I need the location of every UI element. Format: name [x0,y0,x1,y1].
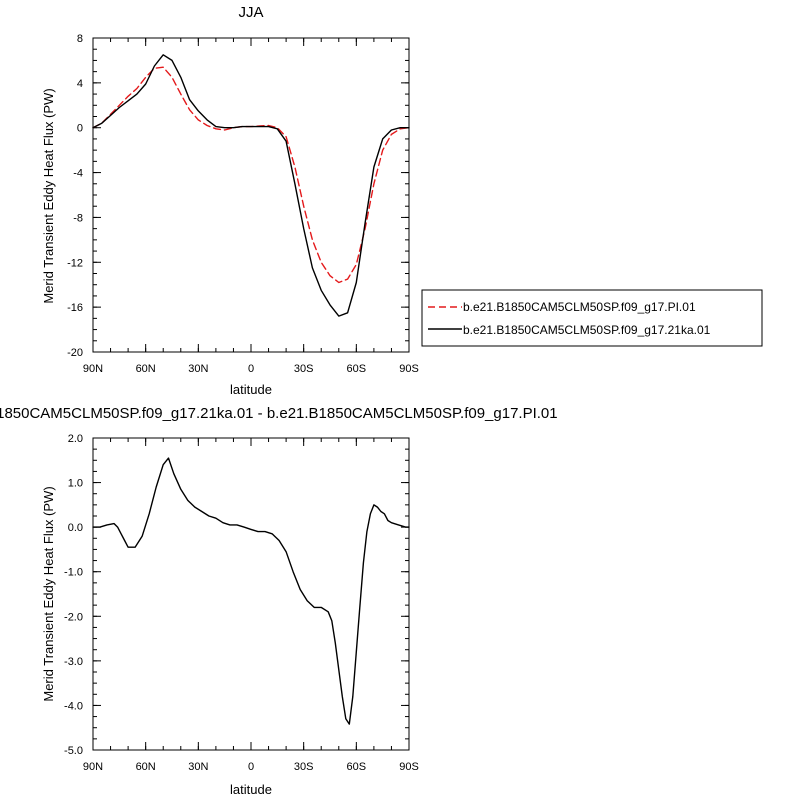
series-line-21ka [92,54,410,317]
x-tick-label: 60S [347,761,367,773]
y-tick-label: -1.0 [64,567,83,579]
x-axis-label-top: latitude [230,382,272,397]
y-tick-label: 4 [77,78,83,90]
y-tick-label: -5.0 [64,745,83,757]
y-axis-label-bottom: Merid Transient Eddy Heat Flux (PW) [41,486,56,701]
series-group-top [92,54,410,317]
x-tick-label: 30N [188,363,208,375]
y-tick-label: -20 [67,347,83,359]
y-tick-label: 0.0 [68,522,83,534]
chart-panel-top: JJA Merid Transient Eddy Heat Flux (PW) … [41,4,763,397]
plot-frame-bottom [92,437,410,751]
x-tick-label: 90S [399,363,419,375]
y-tick-label: 0 [77,123,83,135]
series-line-difference [92,457,410,725]
y-tick-label: -4.0 [64,700,83,712]
y-tick-label: -16 [67,302,83,314]
chart-title-bottom: b.e21.B1850CAM5CLM50SP.f09_g17.21ka.01 -… [0,405,558,422]
y-tick-label: -4 [73,168,83,180]
chart-title-top: JJA [238,4,263,21]
ticks-bottom: 90N 60N 30N 0 30S 60S 90S 2.0 1.0 0.0 -1.0 -2.0 -3.0… [64,433,419,773]
ticks-top: 90N 60N 30N 0 30S 60S 90S 8 4 0 -4 -8 -12 -16 -20 [67,33,419,375]
x-axis-label-bottom: latitude [230,782,272,797]
plot-frame-top [92,37,410,353]
x-tick-label: 60N [136,363,156,375]
legend-label-21ka: b.e21.B1850CAM5CLM50SP.f09_g17.21ka.01 [463,323,711,337]
y-axis-label-top: Merid Transient Eddy Heat Flux (PW) [41,88,56,303]
y-tick-label: -2.0 [64,611,83,623]
y-tick-label: -3.0 [64,656,83,668]
chart-panel-bottom: b.e21.B1850CAM5CLM50SP.f09_g17.21ka.01 -… [0,405,558,797]
legend-label-pi: b.e21.B1850CAM5CLM50SP.f09_g17.PI.01 [463,300,696,314]
x-tick-label: 60S [347,363,367,375]
y-tick-label: 1.0 [68,478,83,490]
x-tick-label: 0 [248,761,254,773]
x-tick-label: 90N [83,363,103,375]
x-tick-label: 30S [294,761,314,773]
y-tick-label: -8 [73,212,83,224]
y-tick-label: 2.0 [68,433,83,445]
series-group-bottom [92,457,410,725]
x-tick-label: 90N [83,761,103,773]
x-tick-label: 90S [399,761,419,773]
x-tick-label: 30N [188,761,208,773]
y-tick-label: 8 [77,33,83,45]
legend-box [421,289,763,347]
y-tick-label: -12 [67,257,83,269]
x-tick-label: 0 [248,363,254,375]
x-tick-label: 60N [136,761,156,773]
x-tick-label: 30S [294,363,314,375]
legend: b.e21.B1850CAM5CLM50SP.f09_g17.PI.01 b.e… [421,289,763,347]
